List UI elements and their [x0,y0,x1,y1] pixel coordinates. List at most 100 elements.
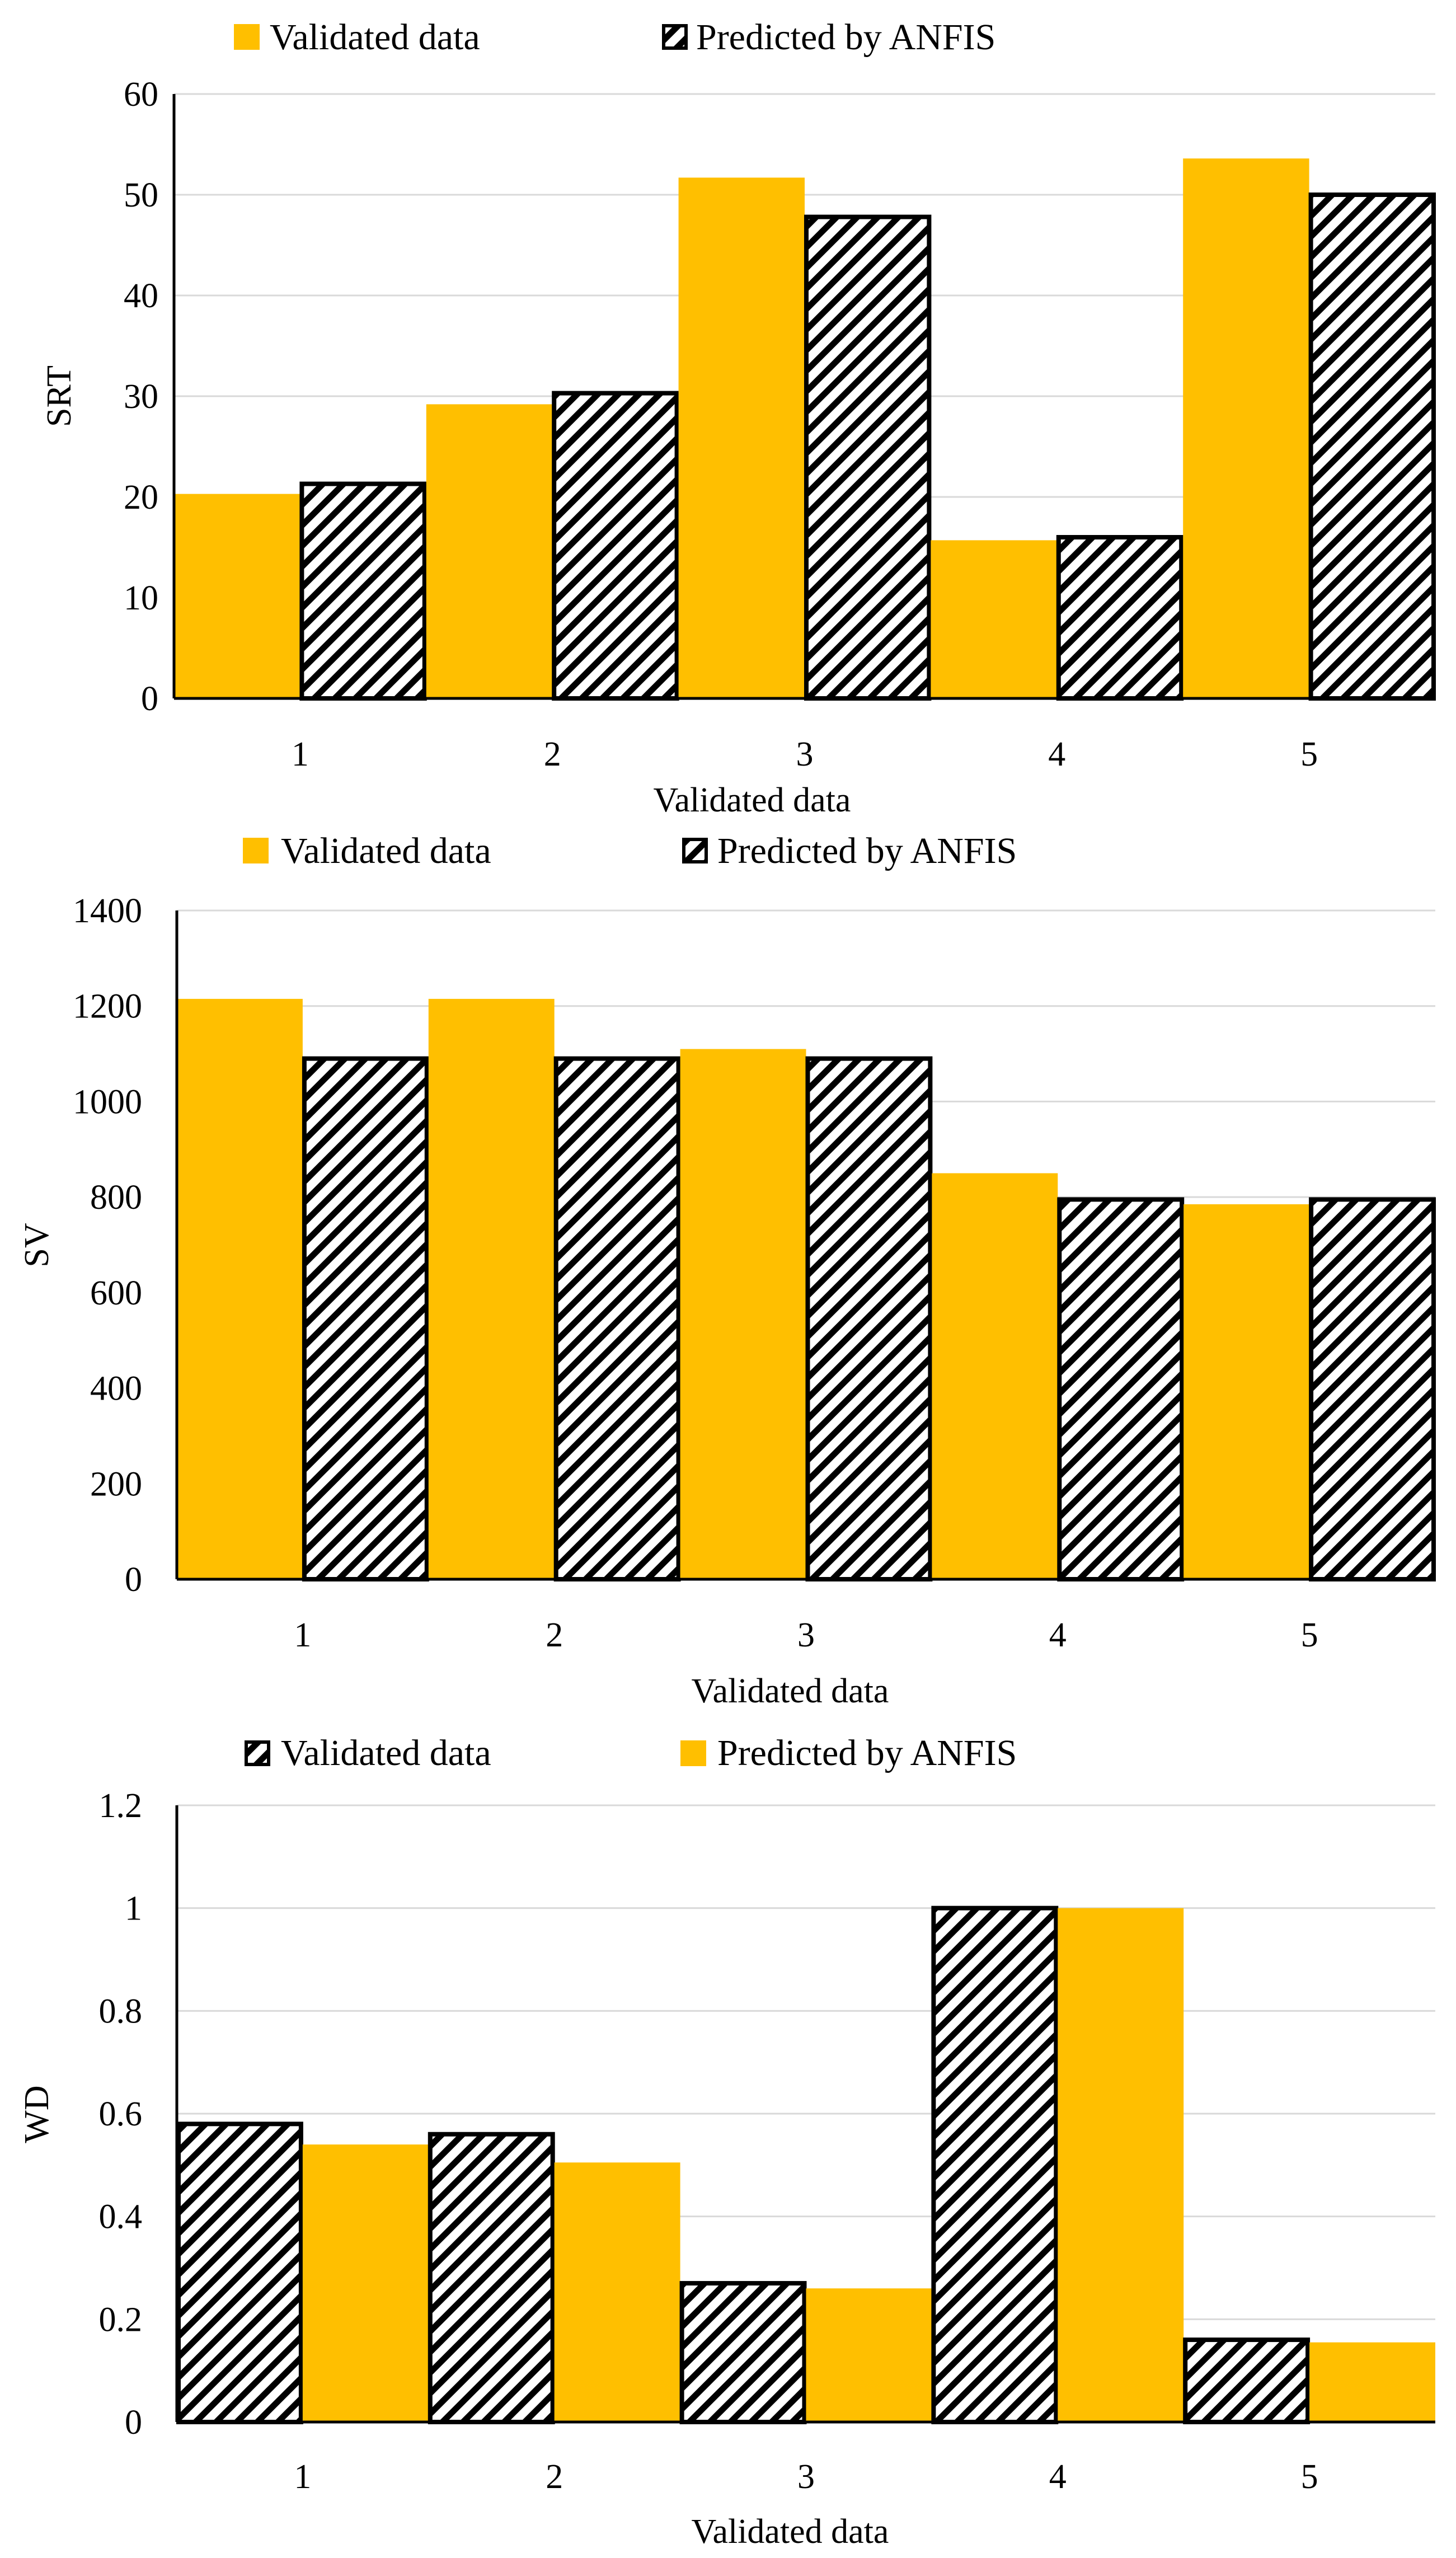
x-tick-label: 4 [1049,2458,1067,2496]
bar-series2-1 [302,1056,429,1582]
y-tick-label: 1000 [73,1083,142,1121]
bar-series2-2 [553,1056,681,1582]
x-tick-label: 2 [544,735,561,773]
y-tick-label: 10 [124,579,158,617]
x-axis-title: Validated data [692,2513,889,2551]
bar-series2-5 [1309,2342,1435,2422]
chart-srt: Validated data Predicted by ANFIS 0 10 20 3… [40,17,1436,819]
x-tick-labels: 1 2 3 4 5 [294,1616,1318,1654]
bar-series1-5 [1183,1204,1310,1579]
y-tick-label: 600 [90,1274,142,1312]
y-axis-title: WD [18,2085,56,2143]
x-tick-label: 3 [797,2458,815,2496]
bar-series1-2 [426,404,553,698]
y-tick-labels: 0 200 400 600 800 1000 1200 1400 [73,892,142,1599]
y-tick-label: 60 [124,76,158,114]
y-tick-label: 0.8 [99,1992,143,2030]
bar-series2-3 [805,1056,933,1582]
bars [174,158,1436,701]
bar-series1-1 [174,494,300,698]
legend-label-1: Predicted by ANFIS [696,17,995,58]
bar-series1-2 [428,998,555,1579]
legend-label-1: Predicted by ANFIS [717,1733,1017,1773]
y-tick-label: 50 [124,176,158,214]
y-tick-label: 1.2 [99,1787,143,1825]
x-tick-label: 4 [1049,1616,1067,1654]
y-tick-label: 0 [141,680,158,718]
legend-label-1: Predicted by ANFIS [717,830,1017,871]
y-tick-label: 1200 [73,988,142,1026]
bar-series1-3 [680,1049,806,1579]
bar-series2-4 [1056,535,1184,701]
y-tick-label: 40 [124,277,158,315]
y-tick-label: 200 [90,1465,142,1503]
y-tick-label: 0 [125,2404,142,2442]
x-tick-label: 5 [1301,2458,1318,2496]
x-tick-label: 3 [797,1616,815,1654]
y-axis-title: SRT [40,365,78,427]
y-tick-label: 1 [125,1890,142,1928]
legend-label-0: Validated data [281,1733,491,1773]
bar-series1-3 [678,177,805,698]
bar-series2-5 [1309,1197,1436,1581]
bar-series2-4 [1057,1197,1185,1581]
y-tick-labels: 0 0.2 0.4 0.6 0.8 1 1.2 [99,1787,143,2442]
bar-series1-4 [931,1905,1059,2425]
legend-label-0: Validated data [281,830,491,871]
x-tick-label: 1 [294,2458,311,2496]
y-tick-label: 0.4 [99,2198,143,2236]
bar-series2-1 [302,2144,429,2422]
bar-series1-4 [932,1173,1058,1579]
x-tick-label: 3 [796,735,814,773]
bar-series1-5 [1183,2338,1311,2425]
y-tick-label: 20 [124,478,158,517]
bar-series2-3 [806,2288,932,2422]
bars [176,1905,1435,2425]
bar-series2-5 [1308,193,1436,701]
y-tick-label: 1400 [73,892,142,930]
legend: Validated data Predicted by ANFIS [243,830,1017,871]
legend: Validated data Predicted by ANFIS [234,17,995,58]
y-tick-label: 0 [125,1561,142,1599]
y-tick-labels: 0 10 20 30 40 50 60 [124,76,158,718]
x-tick-label: 1 [294,1616,311,1654]
bar-series1-1 [177,998,303,1579]
bar-series2-4 [1058,1908,1184,2422]
x-tick-label: 4 [1048,735,1065,773]
chart-sv: Validated data Predicted by ANFIS 020040… [18,830,1436,1710]
legend-swatch-0 [245,1740,270,1766]
bars [177,998,1436,1582]
bar-series1-4 [931,540,1057,698]
y-tick-label: 0.6 [99,2095,143,2133]
bar-series1-5 [1183,158,1309,698]
legend-swatch-1 [682,838,708,863]
x-tick-label: 2 [546,2458,563,2496]
legend: Validated data Predicted by ANFIS [245,1733,1017,1773]
y-axis-title: SV [18,1223,56,1267]
bar-series1-2 [428,2132,555,2425]
x-axis-title: Validated data [654,781,851,819]
bar-series2-2 [552,391,679,701]
legend-swatch-1 [680,1740,706,1766]
legend-label-0: Validated data [270,17,480,58]
bar-series1-3 [679,2281,807,2425]
bar-series2-3 [804,214,932,701]
bar-series1-1 [176,2122,303,2425]
bar-series2-2 [554,2162,680,2422]
x-tick-label: 5 [1300,735,1318,773]
y-tick-label: 800 [90,1179,142,1217]
bar-series2-1 [299,481,427,701]
chart-wd: Validated data Predicted by ANFIS 0 0.2 0.… [18,1733,1435,2551]
x-tick-label: 5 [1301,1616,1318,1654]
y-tick-label: 400 [90,1370,142,1408]
legend-swatch-0 [243,838,269,863]
x-tick-labels: 1 2 3 4 5 [292,735,1318,773]
legend-swatch-1 [662,24,688,50]
x-tick-labels: 1 2 3 4 5 [294,2458,1318,2496]
legend-swatch-0 [234,24,260,50]
y-tick-label: 30 [124,378,158,416]
y-tick-label: 0.2 [99,2301,143,2339]
x-tick-label: 2 [546,1616,563,1654]
